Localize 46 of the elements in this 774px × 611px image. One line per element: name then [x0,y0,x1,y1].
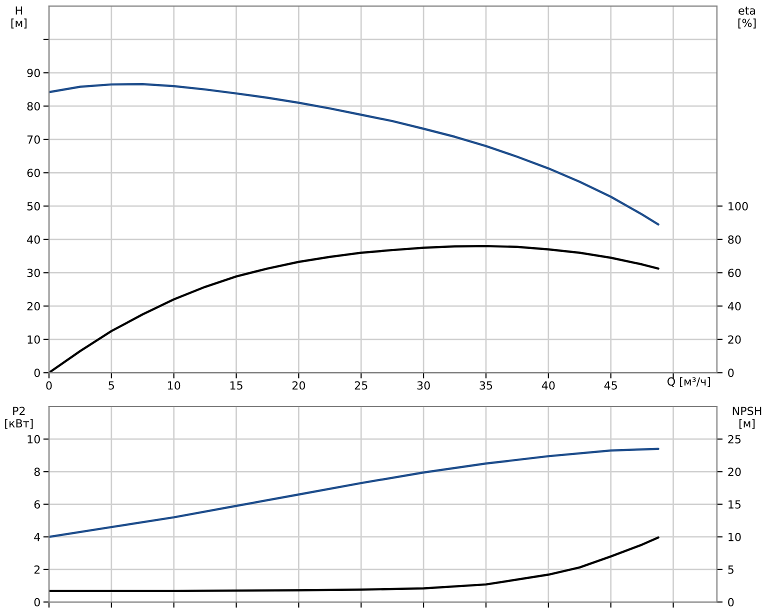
line-series [48,82,660,226]
y2-tick-label: 15 [728,500,741,509]
y2-tick-label: 100 [728,202,748,210]
y-tick-label: 50 [27,202,40,210]
y-axis-title: H [м] [11,6,27,28]
y-tick-label: 80 [27,102,40,110]
y-tick-label: 8 [34,468,40,476]
y2-tick-label: 60 [728,268,741,278]
y-tick-label: 20 [27,302,40,310]
y2-axis-title: eta [%] [738,6,756,28]
y-tick-label: 2 [34,565,40,574]
y-tick-label: 0 [34,598,40,606]
y2-tick-label: 40 [728,302,741,310]
y-tick-label: 70 [27,135,40,144]
x-tick-label: 20 [292,381,306,390]
y2-tick-label: 20 [728,468,741,476]
y-tick-label: 6 [34,500,40,509]
x-tick-label: 30 [417,381,430,390]
y-tick-label: 40 [27,235,40,244]
y2-tick-label: 5 [728,566,734,574]
y-axis-title: P2 [кВт] [5,406,33,429]
y2-tick-label: 0 [728,598,734,606]
y-tick-label: 0 [34,368,40,378]
x-tick-label: 40 [542,381,555,390]
x-tick-label: 10 [168,381,180,390]
y2-axis-title: NPSH [м] [732,406,762,429]
x-axis-title: Q [м³/ч] [667,377,710,388]
x-tick-label: 25 [354,381,368,390]
x-tick-label: 15 [230,381,242,390]
y-tick-label: 60 [27,168,40,178]
x-tick-label: 45 [604,381,617,390]
x-tick-label: 0 [46,381,52,390]
y-tick-label: 30 [27,268,40,278]
y-tick-label: 10 [28,435,40,444]
y2-tick-label: 80 [728,235,741,244]
y2-tick-label: 20 [728,335,741,344]
x-tick-label: 35 [480,381,492,390]
y-tick-label: 10 [28,335,40,344]
line-series [48,536,660,592]
y2-tick-label: 25 [728,435,741,444]
line-series [48,448,660,538]
y2-tick-label: 0 [728,368,734,378]
x-tick-label: 5 [108,381,114,390]
y-tick-label: 90 [27,68,40,78]
y-tick-label: 4 [34,532,40,542]
y2-tick-label: 10 [728,532,741,542]
